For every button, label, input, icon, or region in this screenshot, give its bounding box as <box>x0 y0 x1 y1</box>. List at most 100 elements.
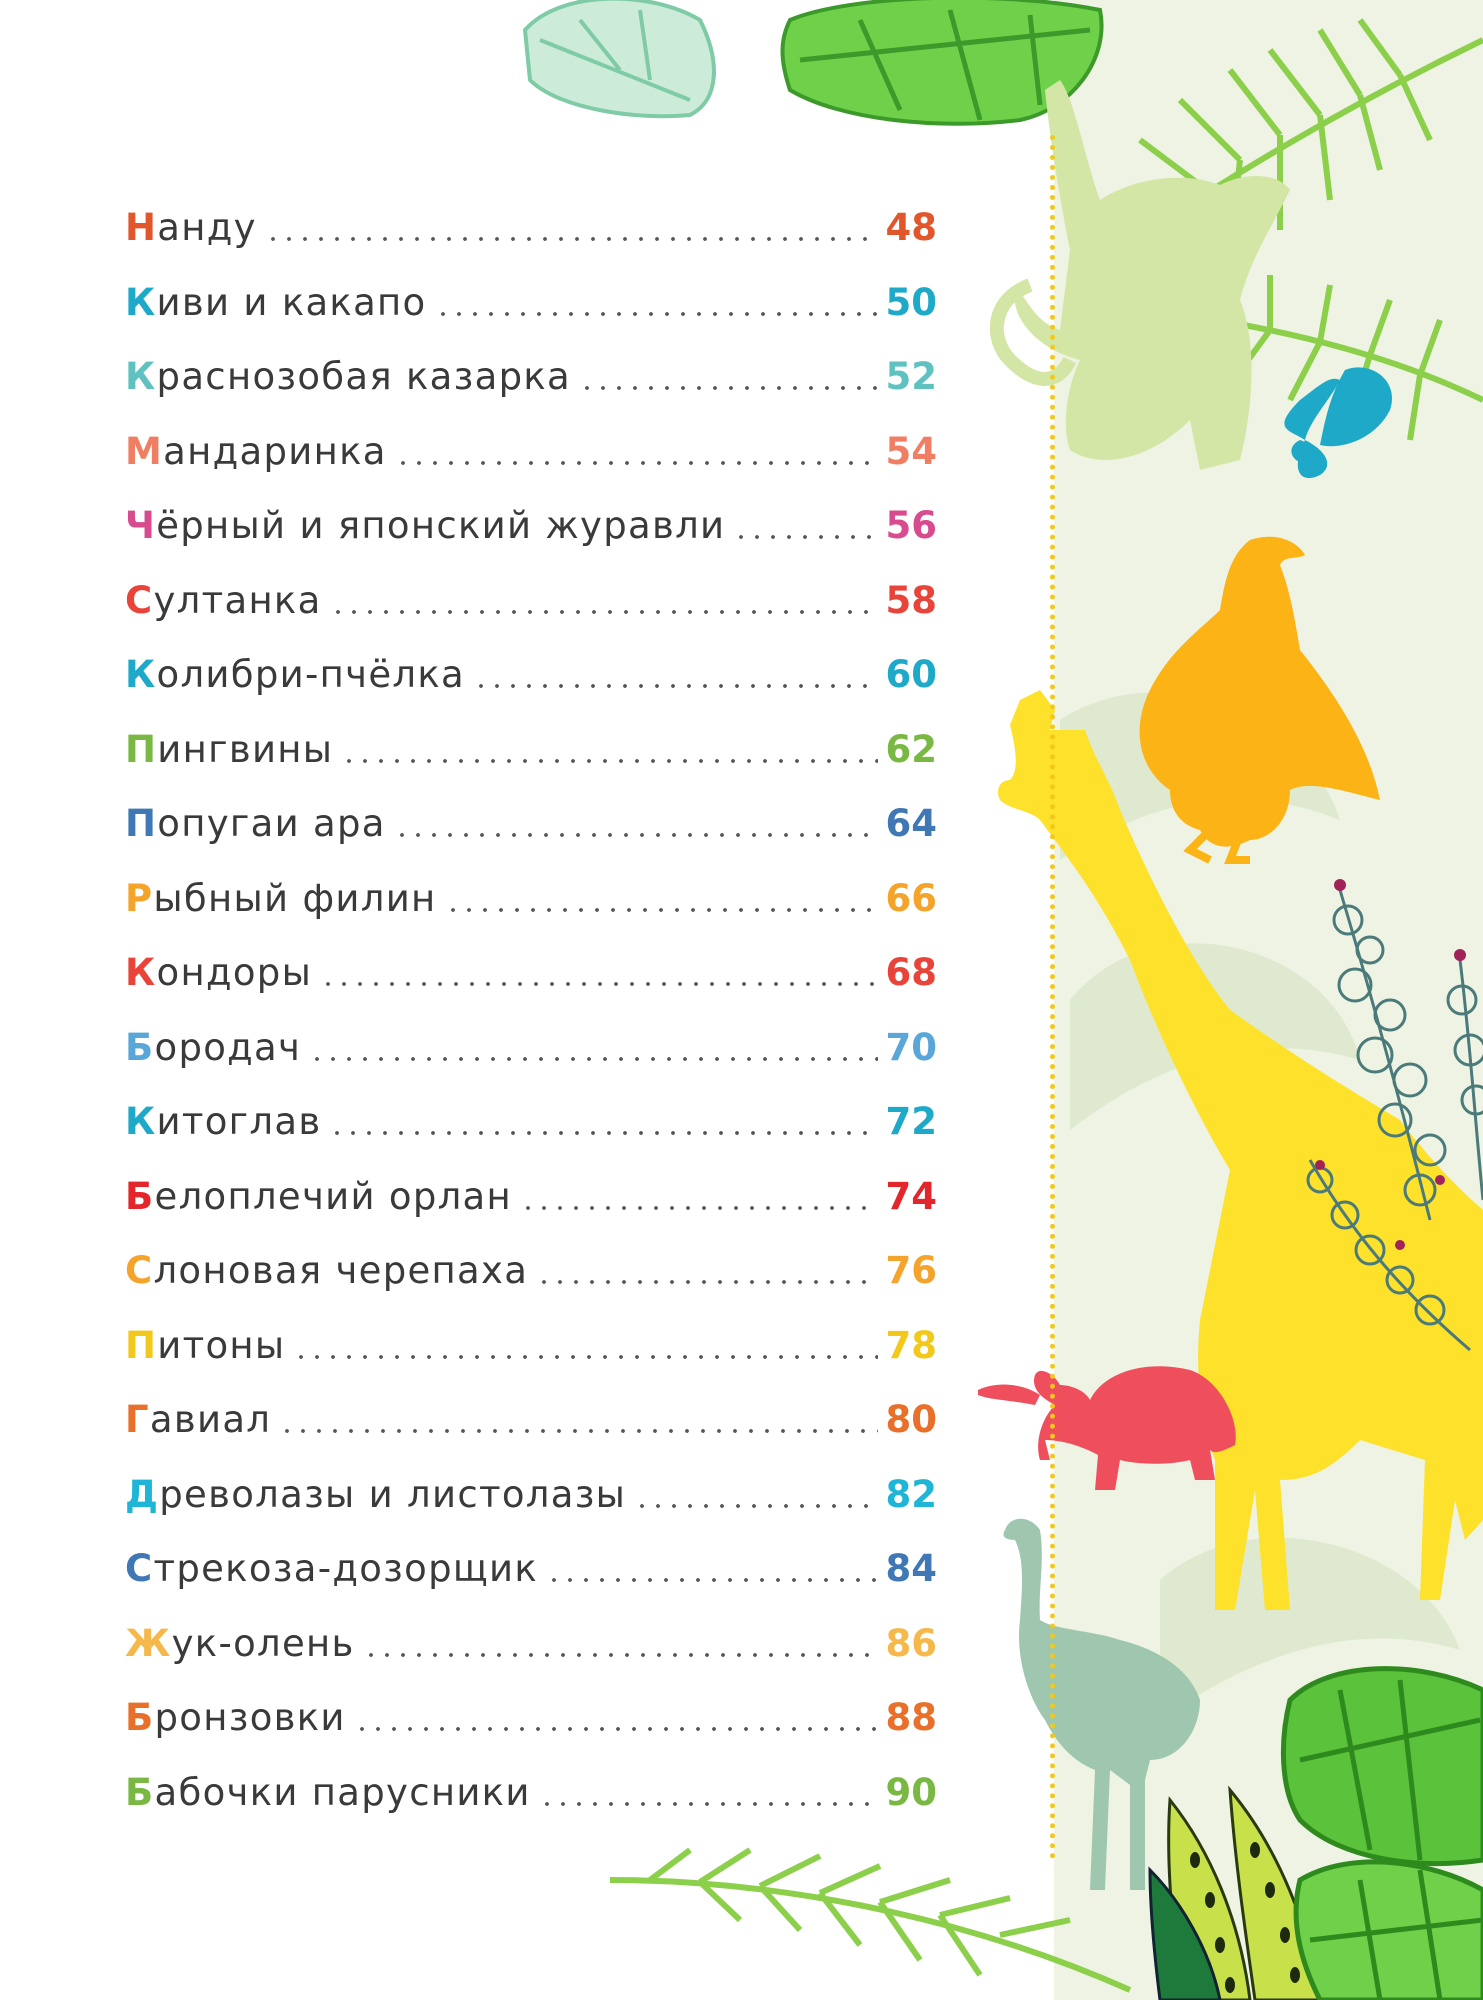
dot-leader <box>309 1055 878 1062</box>
toc-entry-page-number: 64 <box>885 802 938 845</box>
toc-entry-initial: К <box>125 653 157 696</box>
toc-entry[interactable]: Гавиал 80 <box>125 1382 937 1442</box>
toc-entry-title: Слоновая черепаха <box>125 1249 528 1293</box>
toc-entry-initial: Ж <box>125 1621 172 1665</box>
toc-entry[interactable]: Бабочки парусники 90 <box>125 1755 937 1815</box>
toc-entry-page-number: 84 <box>885 1547 938 1590</box>
dot-leader <box>536 1279 878 1285</box>
toc-entry-page-number: 76 <box>885 1249 938 1292</box>
toc-entry-initial: М <box>125 429 164 473</box>
toc-entry-text: елоплечий орлан <box>154 1174 513 1218</box>
toc-entry-initial: К <box>125 1100 157 1143</box>
dot-leader <box>329 1130 878 1136</box>
toc-entry[interactable]: Пингвины 62 <box>125 712 937 772</box>
dot-leader <box>279 1428 878 1434</box>
toc-entry-text: абочки парусники <box>154 1770 531 1814</box>
toc-entry[interactable]: Питоны 78 <box>125 1308 937 1368</box>
toc-entry-text: ронзовки <box>154 1696 346 1739</box>
toc-entry[interactable]: Чёрный и японский журавли 56 <box>125 488 937 548</box>
toc-entry-text: олибри-пчёлка <box>156 653 465 696</box>
toc-entry-title: Питоны <box>125 1324 285 1368</box>
toc-entry[interactable]: Нанду 48 <box>125 190 937 250</box>
dot-leader <box>341 757 878 764</box>
toc-entry[interactable]: Жук-олень 86 <box>125 1606 937 1666</box>
giraffe-silhouette-icon <box>998 690 1483 1610</box>
dot-leader <box>546 1577 878 1583</box>
toc-entry[interactable]: Колибри-пчёлка 60 <box>125 637 937 697</box>
toc-entry[interactable]: Кондоры 68 <box>125 935 937 995</box>
toc-entry-initial: Г <box>125 1398 150 1441</box>
dot-leader <box>353 1726 878 1732</box>
toc-entry-initial: Б <box>125 1770 155 1814</box>
toc-entry-initial: К <box>125 951 157 994</box>
toc-entry-page-number: 70 <box>885 1025 938 1069</box>
toc-entry-page-number: 74 <box>885 1174 938 1218</box>
toc-entry[interactable]: Слоновая черепаха 76 <box>125 1233 937 1293</box>
toc-entry-title: Киви и какапо <box>125 281 427 325</box>
dot-leader <box>434 310 878 317</box>
toc-entry[interactable]: Бородач 70 <box>125 1010 937 1070</box>
toc-entry[interactable]: Султанка 58 <box>125 563 937 623</box>
toc-entry[interactable]: Стрекоза-дозорщик 84 <box>125 1531 937 1591</box>
toc-entry-page-number: 56 <box>885 504 938 547</box>
toc-entry-title: Бородач <box>125 1026 301 1070</box>
monstera-leaf-icon <box>522 0 716 119</box>
toc-entry-title: Белоплечий орлан <box>125 1175 512 1219</box>
toc-entry-initial: П <box>125 1323 158 1367</box>
toc-entry-text: анду <box>157 206 257 249</box>
dot-leader <box>578 385 878 391</box>
toc-entry-page-number: 60 <box>885 653 938 696</box>
toc-entry[interactable]: Мандаринка 54 <box>125 414 937 474</box>
dot-leader <box>733 534 878 540</box>
toc-entry-title: Мандаринка <box>125 430 387 474</box>
butterfly-silhouette-icon <box>1284 367 1392 479</box>
monstera-leaf-icon <box>1293 1859 1483 2000</box>
toc-entry-page-number: 48 <box>885 206 938 249</box>
monstera-leaf-icon <box>1280 1666 1483 1867</box>
toc-entry[interactable]: Древолазы и листолазы 82 <box>125 1457 937 1517</box>
toc-entry-page-number: 78 <box>885 1323 938 1367</box>
toc-entry-initial: Б <box>125 1174 155 1218</box>
toc-entry-text: лоновая черепаха <box>153 1249 529 1292</box>
toc-entry-page-number: 68 <box>885 951 938 994</box>
dot-leader <box>472 683 878 689</box>
dot-leader <box>329 608 878 615</box>
toc-entry[interactable]: Бронзовки 88 <box>125 1680 937 1740</box>
ostrich-silhouette-icon <box>1003 1518 1200 1890</box>
toc-entry-page-number: 62 <box>885 727 938 771</box>
toc-entry-initial: П <box>125 727 158 771</box>
toc-entry-title: Бабочки парусники <box>125 1771 531 1815</box>
toc-entry-text: револазы и листолазы <box>159 1472 627 1516</box>
toc-entry-initial: С <box>125 1547 154 1590</box>
toc-entry-text: ыбный филин <box>153 876 437 920</box>
toc-entry[interactable]: Китоглав 72 <box>125 1084 937 1144</box>
dot-leader <box>538 1800 878 1807</box>
tortoise-silhouette-icon <box>978 1366 1236 1490</box>
toc-entry-title: Жук-олень <box>125 1622 355 1666</box>
toc-entry-title: Бронзовки <box>125 1696 346 1740</box>
toc-entry-text: ултанка <box>153 578 322 622</box>
palm-leaf-icon <box>609 1847 1132 1993</box>
toc-entry-text: трекоза-дозорщик <box>153 1547 539 1590</box>
toc-entry-page-number: 88 <box>885 1696 938 1739</box>
toc-entry-title: Стрекоза-дозорщик <box>125 1547 538 1591</box>
toc-entry-title: Нанду <box>125 206 257 250</box>
toc-entry[interactable]: Киви и какапо 50 <box>125 265 937 325</box>
dot-leader <box>264 236 878 242</box>
toc-entry-page-number: 90 <box>885 1770 938 1814</box>
toc-entry[interactable]: Попугаи ара 64 <box>125 786 937 846</box>
toc-entry-page-number: 66 <box>885 876 938 920</box>
dot-leader <box>320 981 878 987</box>
toc-entry[interactable]: Рыбный филин 66 <box>125 861 937 921</box>
toc-entry-initial: П <box>125 802 158 845</box>
toc-entry-initial: Ч <box>125 504 157 547</box>
dot-leader <box>394 459 878 466</box>
toc-entry[interactable]: Белоплечий орлан 74 <box>125 1159 937 1219</box>
toc-entry-page-number: 72 <box>885 1100 938 1143</box>
toc-entry-title: Китоглав <box>125 1100 321 1144</box>
toc-entry-initial: К <box>125 355 157 398</box>
toc-entry-page-number: 82 <box>885 1472 938 1516</box>
eagle-silhouette-icon <box>1139 536 1380 864</box>
toc-entry-title: Древолазы и листолазы <box>125 1473 626 1517</box>
toc-entry[interactable]: Краснозобая казарка 52 <box>125 339 937 399</box>
